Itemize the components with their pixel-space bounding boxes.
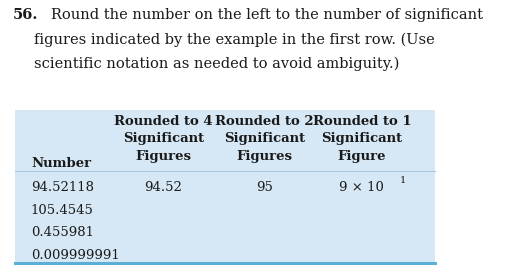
Text: 0.455981: 0.455981 — [31, 226, 94, 239]
Text: Figure: Figure — [338, 150, 386, 162]
Text: Rounded to 4: Rounded to 4 — [114, 115, 212, 128]
Text: Rounded to 2: Rounded to 2 — [215, 115, 314, 128]
Text: Figures: Figures — [135, 150, 191, 162]
Text: Significant: Significant — [321, 132, 402, 145]
Text: Number: Number — [31, 157, 91, 170]
Text: Significant: Significant — [123, 132, 204, 145]
Text: 94.52: 94.52 — [145, 181, 182, 194]
Text: Figures: Figures — [237, 150, 293, 162]
Text: 94.52118: 94.52118 — [31, 181, 94, 194]
Text: figures indicated by the example in the first row. (Use: figures indicated by the example in the … — [34, 32, 435, 47]
Text: 0.009999991: 0.009999991 — [31, 249, 120, 262]
Text: Rounded to 1: Rounded to 1 — [312, 115, 411, 128]
Bar — [16, 110, 435, 263]
Text: Round the number on the left to the number of significant: Round the number on the left to the numb… — [51, 8, 483, 22]
Text: 1: 1 — [400, 176, 406, 184]
Text: scientific notation as needed to avoid ambiguity.): scientific notation as needed to avoid a… — [34, 56, 400, 71]
Text: 105.4545: 105.4545 — [31, 204, 94, 217]
Text: 9 × 10: 9 × 10 — [339, 181, 384, 194]
Text: 95: 95 — [256, 181, 273, 194]
Text: Significant: Significant — [224, 132, 305, 145]
Text: 56.: 56. — [13, 8, 39, 22]
